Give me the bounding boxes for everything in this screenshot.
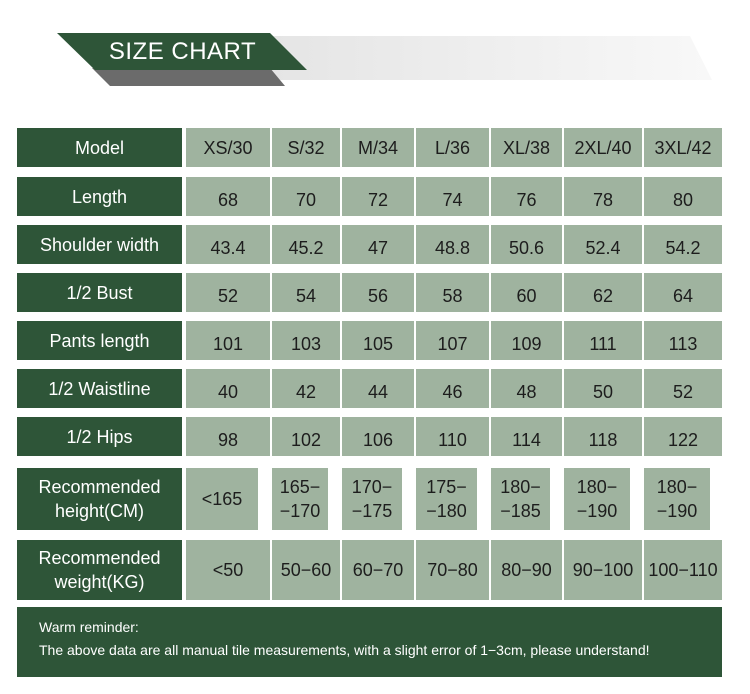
table-cell: 180− −185 <box>491 468 550 530</box>
table-cell: 68 <box>186 177 270 216</box>
table-cell: 48.8 <box>416 225 489 264</box>
table-cell: 62 <box>564 273 642 312</box>
size-header-3: L/36 <box>416 128 489 167</box>
table-cell: <165 <box>186 468 258 530</box>
table-cell: 76 <box>491 177 562 216</box>
table-cell: 60 <box>491 273 562 312</box>
row-label: Shoulder width <box>17 225 182 264</box>
row-label: 1/2 Hips <box>17 417 182 456</box>
table-cell: 102 <box>272 417 340 456</box>
table-cell: 110 <box>416 417 489 456</box>
size-header-2: M/34 <box>342 128 414 167</box>
table-cell: 52 <box>186 273 270 312</box>
header-ribbon-graphic <box>57 33 712 86</box>
table-cell: 54 <box>272 273 340 312</box>
table-cell: 52 <box>644 369 722 408</box>
table-cell: 78 <box>564 177 642 216</box>
row-label: Length <box>17 177 182 216</box>
table-cell: 109 <box>491 321 562 360</box>
table-cell: 45.2 <box>272 225 340 264</box>
table-cell: 50 <box>564 369 642 408</box>
table-cell: 180− −190 <box>564 468 630 530</box>
table-cell: 113 <box>644 321 722 360</box>
table-cell: 106 <box>342 417 414 456</box>
table-cell: 47 <box>342 225 414 264</box>
table-cell: 52.4 <box>564 225 642 264</box>
size-header-1: S/32 <box>272 128 340 167</box>
table-cell: 48 <box>491 369 562 408</box>
table-cell: 64 <box>644 273 722 312</box>
table-cell: 122 <box>644 417 722 456</box>
table-cell: 80 <box>644 177 722 216</box>
row-label: 1/2 Waistline <box>17 369 182 408</box>
table-cell: 103 <box>272 321 340 360</box>
table-cell: 180− −190 <box>644 468 710 530</box>
size-chart-header: SIZE CHART <box>0 0 750 100</box>
table-cell: 74 <box>416 177 489 216</box>
table-cell: 107 <box>416 321 489 360</box>
table-cell: 70 <box>272 177 340 216</box>
table-cell: 70−80 <box>416 540 489 600</box>
row-label: Recommended weight(KG) <box>17 540 182 600</box>
reminder-title: Warm reminder: <box>39 619 139 635</box>
warm-reminder-box: Warm reminder: The above data are all ma… <box>17 607 722 677</box>
table-cell: 60−70 <box>342 540 414 600</box>
reminder-text: The above data are all manual tile measu… <box>39 642 650 658</box>
table-cell: <50 <box>186 540 270 600</box>
table-cell: 50−60 <box>272 540 340 600</box>
table-cell: 50.6 <box>491 225 562 264</box>
row-label: Pants length <box>17 321 182 360</box>
size-header-6: 3XL/42 <box>644 128 722 167</box>
row-label: Recommended height(CM) <box>17 468 182 530</box>
table-cell: 46 <box>416 369 489 408</box>
table-cell: 80−90 <box>491 540 562 600</box>
size-header-5: 2XL/40 <box>564 128 642 167</box>
header-model-label: Model <box>17 128 182 167</box>
table-cell: 170− −175 <box>342 468 402 530</box>
table-cell: 118 <box>564 417 642 456</box>
table-cell: 58 <box>416 273 489 312</box>
table-cell: 114 <box>491 417 562 456</box>
table-cell: 111 <box>564 321 642 360</box>
table-cell: 42 <box>272 369 340 408</box>
table-cell: 43.4 <box>186 225 270 264</box>
table-cell: 165− −170 <box>272 468 328 530</box>
table-cell: 72 <box>342 177 414 216</box>
table-cell: 44 <box>342 369 414 408</box>
table-cell: 98 <box>186 417 270 456</box>
size-header-0: XS/30 <box>186 128 270 167</box>
table-cell: 105 <box>342 321 414 360</box>
table-cell: 101 <box>186 321 270 360</box>
table-cell: 175− −180 <box>416 468 477 530</box>
table-cell: 100−110 <box>644 540 722 600</box>
table-cell: 56 <box>342 273 414 312</box>
table-cell: 90−100 <box>564 540 642 600</box>
size-header-4: XL/38 <box>491 128 562 167</box>
table-cell: 40 <box>186 369 270 408</box>
table-cell: 54.2 <box>644 225 722 264</box>
row-label: 1/2 Bust <box>17 273 182 312</box>
page-title: SIZE CHART <box>108 38 257 65</box>
